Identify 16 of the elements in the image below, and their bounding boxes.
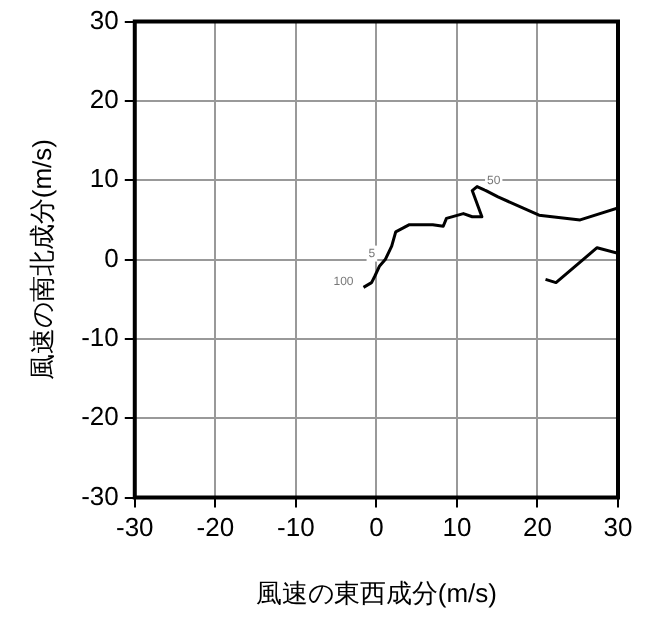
y-tick-label: -30 xyxy=(81,480,119,511)
y-tick-label: -10 xyxy=(81,322,119,353)
x-tick-label: -10 xyxy=(277,512,315,543)
x-tick-label: -20 xyxy=(196,512,235,543)
y-tick-label: 20 xyxy=(89,84,119,115)
y-tick-label: 0 xyxy=(104,242,119,273)
x-tick-label: -30 xyxy=(115,512,154,543)
x-tick-label: 30 xyxy=(603,512,633,543)
x-axis-title: 風速の東西成分(m/s) xyxy=(255,577,497,608)
x-tick-label: 10 xyxy=(442,512,472,543)
y-tick-label: 10 xyxy=(89,163,119,194)
y-axis-title: 風速の南北成分(m/s) xyxy=(26,138,57,381)
y-tick-label: -20 xyxy=(81,401,119,432)
x-tick-label: 20 xyxy=(522,512,552,543)
y-tick-label: 30 xyxy=(89,4,119,35)
x-tick-label: 0 xyxy=(369,512,384,543)
